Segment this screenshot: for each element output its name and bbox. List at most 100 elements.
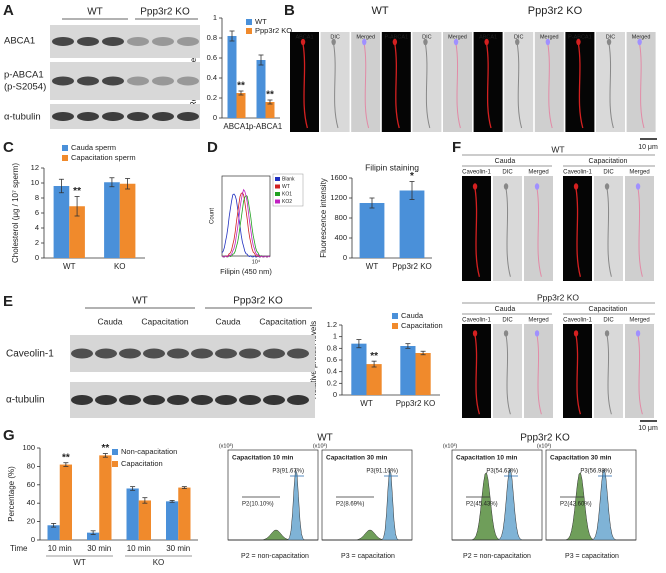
column-label: Caveolin-1 [462, 170, 491, 176]
gate-label: P2(42.60%) [560, 502, 592, 508]
bar [256, 60, 266, 118]
legend-label: WT [255, 17, 267, 26]
footer-label: P2 = non-capacitation [463, 553, 531, 560]
column-label: DIC [603, 318, 614, 324]
legend-label: Cauda sperm [71, 143, 116, 152]
blot-band [52, 112, 74, 121]
legend-label: Non-capacitation [121, 447, 177, 456]
legend-label: Capacitation [121, 459, 163, 468]
column-label: Merged [540, 34, 559, 40]
gate-label: P3(91.10%) [366, 469, 398, 475]
legend-swatch [275, 177, 280, 181]
condition-label: Capacitation [589, 306, 628, 313]
x-axis-label: Time [10, 544, 28, 553]
blot-band [95, 348, 117, 359]
bar [359, 203, 385, 258]
y-tick-label: 1600 [330, 173, 347, 182]
legend-swatch [392, 323, 398, 329]
lane-label: Capacitation [259, 316, 307, 326]
blot-band [191, 395, 213, 405]
blot-band [52, 37, 74, 46]
y-axis-label: Count [210, 208, 216, 224]
blot-band [77, 76, 99, 86]
condition-label: Cauda [495, 306, 516, 313]
flow-peak [546, 468, 636, 541]
sperm-head [331, 38, 336, 46]
x-tick-label: 10⁴ [252, 258, 261, 265]
sperm [577, 43, 584, 129]
column-label: Merged [632, 34, 651, 40]
blot-band [177, 112, 199, 121]
sperm [505, 188, 511, 277]
sperm-head [300, 38, 306, 46]
blot-band [215, 395, 237, 405]
y-tick-label: 0.6 [327, 355, 337, 364]
legend-swatch [112, 449, 118, 455]
y-tick-label: 100 [22, 443, 35, 452]
sperm-head [503, 183, 509, 190]
sperm [333, 43, 339, 129]
sperm [637, 335, 643, 415]
y-tick-label: 0 [31, 535, 35, 544]
bar [126, 488, 139, 540]
blot-band [263, 395, 285, 405]
x-tick-label: Ppp3r2 KO [392, 262, 432, 271]
legend-label: KO1 [282, 191, 292, 197]
error-bar [90, 530, 96, 535]
error-bar [130, 486, 136, 491]
sperm-head [635, 183, 641, 190]
sperm-head [392, 38, 398, 46]
error-bar [51, 523, 57, 528]
legend-swatch [392, 313, 398, 319]
bar [119, 183, 136, 258]
y-tick-label: 0 [213, 113, 217, 122]
blot-band [143, 395, 165, 405]
error-bar [409, 181, 415, 200]
y-tick-label: 0.6 [207, 53, 217, 62]
x-tick-label: Ppp3r2 KO [396, 399, 436, 408]
blot-band [77, 37, 99, 46]
sperm [536, 335, 542, 415]
sperm-head [534, 183, 540, 190]
footer-label: P2 = non-capacitation [241, 553, 309, 560]
gate-label: P3(91.67%) [272, 469, 304, 475]
column-label: DIC [603, 170, 614, 176]
bar [59, 464, 72, 540]
column-label: DIC [502, 318, 513, 324]
sperm-head [472, 183, 478, 190]
error-bar [356, 339, 362, 349]
y-tick-label: 1.2 [327, 320, 337, 329]
y-tick-label: 40 [27, 498, 35, 507]
sperm-head [573, 330, 579, 337]
sperm-head [573, 183, 579, 190]
bar [236, 93, 246, 118]
y-axis-label: Percentage (%) [7, 466, 16, 522]
panel-letter: B [284, 2, 295, 19]
error-bar [142, 497, 148, 504]
y-tick-label: 0.2 [207, 93, 217, 102]
panel-letter: A [3, 2, 14, 19]
error-bar [169, 500, 175, 503]
legend-label: Ppp3r2 KO [255, 26, 292, 35]
significance: ** [101, 443, 109, 454]
bar [178, 487, 191, 540]
error-bar [420, 350, 426, 356]
significance: * [410, 171, 414, 182]
sperm-head [503, 330, 509, 337]
sperm [455, 43, 461, 129]
blot-band [215, 348, 237, 359]
column-label: Merged [528, 318, 548, 324]
column-label: Caveolin-1 [563, 170, 592, 176]
column-label: P-ABCA1 [385, 34, 409, 40]
sperm [639, 43, 645, 129]
legend-swatch [62, 155, 68, 161]
sperm-head [453, 38, 459, 46]
legend-swatch [62, 145, 68, 151]
column-label: ABCA1 [479, 34, 497, 40]
sperm [474, 335, 481, 415]
axis-unit: (x10³) [219, 443, 234, 449]
error-bar [258, 54, 264, 66]
bar [400, 346, 416, 395]
legend-swatch [275, 199, 280, 204]
row-label: p-ABCA1 [4, 70, 44, 81]
